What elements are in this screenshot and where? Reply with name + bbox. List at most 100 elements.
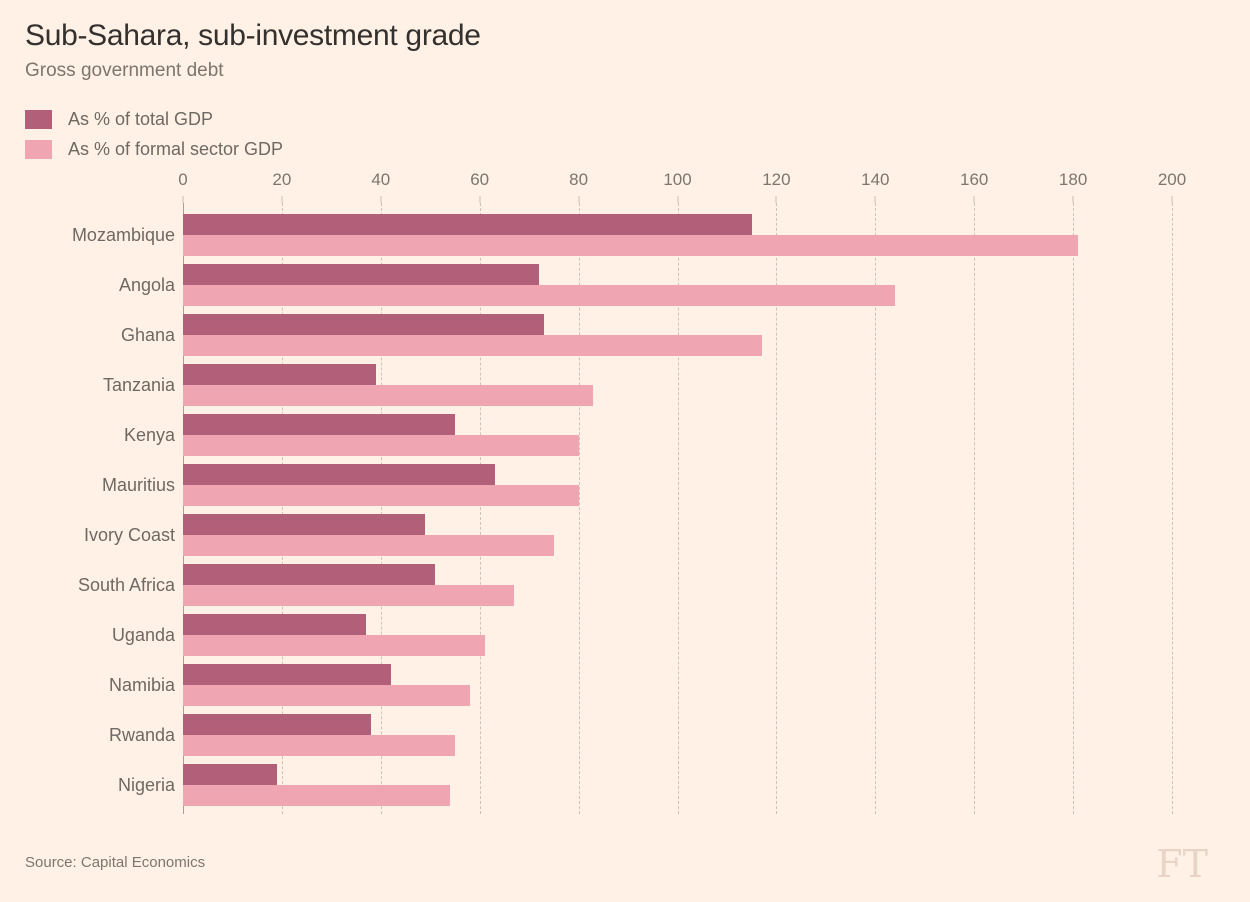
bar-row: Kenya (0, 410, 1172, 460)
bar-total-gdp (183, 614, 366, 635)
bar-group (183, 560, 1172, 610)
bar-total-gdp (183, 564, 436, 585)
x-tick-mark (1171, 196, 1173, 203)
bar-row: Ivory Coast (0, 510, 1172, 560)
country-label: Uganda (111, 625, 175, 645)
bar-total-gdp (183, 464, 495, 485)
country-label: Ghana (120, 325, 175, 345)
country-label: Mauritius (101, 475, 175, 495)
bar-group (183, 260, 1172, 310)
bar-formal-gdp (183, 385, 594, 406)
country-label: Kenya (123, 425, 175, 445)
bar-formal-gdp (183, 535, 554, 556)
country-label: Tanzania (102, 375, 175, 395)
bar-row: Ghana (0, 310, 1172, 360)
bar-row: Mauritius (0, 460, 1172, 510)
bar-formal-gdp (183, 785, 451, 806)
country-label: Mozambique (71, 225, 175, 245)
bar-formal-gdp (183, 735, 455, 756)
ft-logo: FT (1156, 842, 1208, 886)
bar-formal-gdp (183, 485, 579, 506)
x-tick-label: 200 (1157, 170, 1187, 189)
chart-header: Sub-Sahara, sub-investment grade Gross g… (0, 0, 1250, 164)
bar-group (183, 510, 1172, 560)
gridline (1172, 203, 1173, 814)
bar-total-gdp (183, 414, 455, 435)
country-label: Angola (118, 275, 175, 295)
bar-group (183, 310, 1172, 360)
legend: As % of total GDP As % of formal sector … (25, 104, 1225, 164)
x-tick-mark (182, 196, 184, 203)
bar-row: Tanzania (0, 360, 1172, 410)
bar-group (183, 710, 1172, 760)
source-text: Source: Capital Economics (25, 854, 206, 871)
x-tick-mark (1072, 196, 1074, 203)
rows: Mozambique Angola Ghana Tanzania Kenya Maurit… (0, 210, 1172, 810)
x-axis: 0 20 40 60 80 100 120 140 160 180 200 (0, 164, 1250, 210)
legend-label-formal-gdp: As % of formal sector GDP (68, 138, 284, 159)
bar-total-gdp (183, 264, 540, 285)
bar-group (183, 410, 1172, 460)
x-tick-label: 80 (569, 170, 589, 189)
bar-row: Uganda (0, 610, 1172, 660)
bar-row: Nigeria (0, 760, 1172, 810)
bar-formal-gdp (183, 285, 896, 306)
x-axis-inner: 0 20 40 60 80 100 120 140 160 180 200 (178, 164, 1186, 210)
legend-item-total-gdp: As % of total GDP (25, 104, 1225, 134)
x-tick-label: 160 (960, 170, 989, 189)
country-label: Namibia (108, 675, 175, 695)
x-tick-mark (775, 196, 777, 203)
bar-row: Rwanda (0, 710, 1172, 760)
bar-row: South Africa (0, 560, 1172, 610)
x-tick-mark (380, 196, 382, 203)
plot-area: Mozambique Angola Ghana Tanzania Kenya Maurit… (0, 203, 1173, 814)
bar-total-gdp (183, 314, 544, 335)
bar-total-gdp (183, 364, 376, 385)
bar-formal-gdp (183, 235, 1079, 256)
chart-subtitle: Gross government debt (25, 60, 224, 81)
country-label: Ivory Coast (83, 525, 175, 545)
x-tick-label: 40 (371, 170, 391, 189)
bar-row: Angola (0, 260, 1172, 310)
bar-group (183, 660, 1172, 710)
bar-formal-gdp (183, 435, 579, 456)
x-tick-label: 20 (272, 170, 292, 189)
bar-group (183, 460, 1172, 510)
bar-chart: 0 20 40 60 80 100 120 140 160 180 200 Mozambique An… (0, 164, 1250, 814)
chart-title: Sub-Sahara, sub-investment grade (25, 19, 481, 52)
bar-group (183, 210, 1172, 260)
chart-footer: Source: Capital Economics FT (0, 830, 1250, 902)
bar-row: Mozambique (0, 210, 1172, 260)
country-label: South Africa (77, 575, 175, 595)
x-tick-mark (578, 196, 580, 203)
x-tick-label: 100 (663, 170, 692, 189)
bar-row: Namibia (0, 660, 1172, 710)
x-tick-label: 140 (861, 170, 890, 189)
x-tick-mark (973, 196, 975, 203)
bar-total-gdp (183, 214, 752, 235)
x-tick-label: 0 (178, 170, 188, 189)
x-tick-label: 60 (470, 170, 490, 189)
x-tick-mark (281, 196, 283, 203)
bar-total-gdp (183, 664, 391, 685)
legend-swatch-total-gdp (25, 109, 52, 129)
x-tick-label: 120 (762, 170, 791, 189)
bar-total-gdp (183, 514, 426, 535)
bar-total-gdp (183, 714, 371, 735)
legend-label-total-gdp: As % of total GDP (68, 108, 214, 129)
x-tick-mark (874, 196, 876, 203)
bar-formal-gdp (183, 635, 485, 656)
x-tick-mark (479, 196, 481, 203)
bar-group (183, 360, 1172, 410)
bar-group (183, 610, 1172, 660)
x-tick-label: 180 (1058, 170, 1088, 189)
country-label: Rwanda (108, 725, 175, 745)
bar-formal-gdp (183, 685, 470, 706)
x-tick-mark (677, 196, 678, 203)
legend-swatch-formal-gdp (25, 139, 52, 159)
bar-formal-gdp (183, 585, 515, 606)
country-label: Nigeria (117, 775, 175, 795)
bar-group (183, 760, 1172, 810)
bar-total-gdp (183, 764, 277, 785)
